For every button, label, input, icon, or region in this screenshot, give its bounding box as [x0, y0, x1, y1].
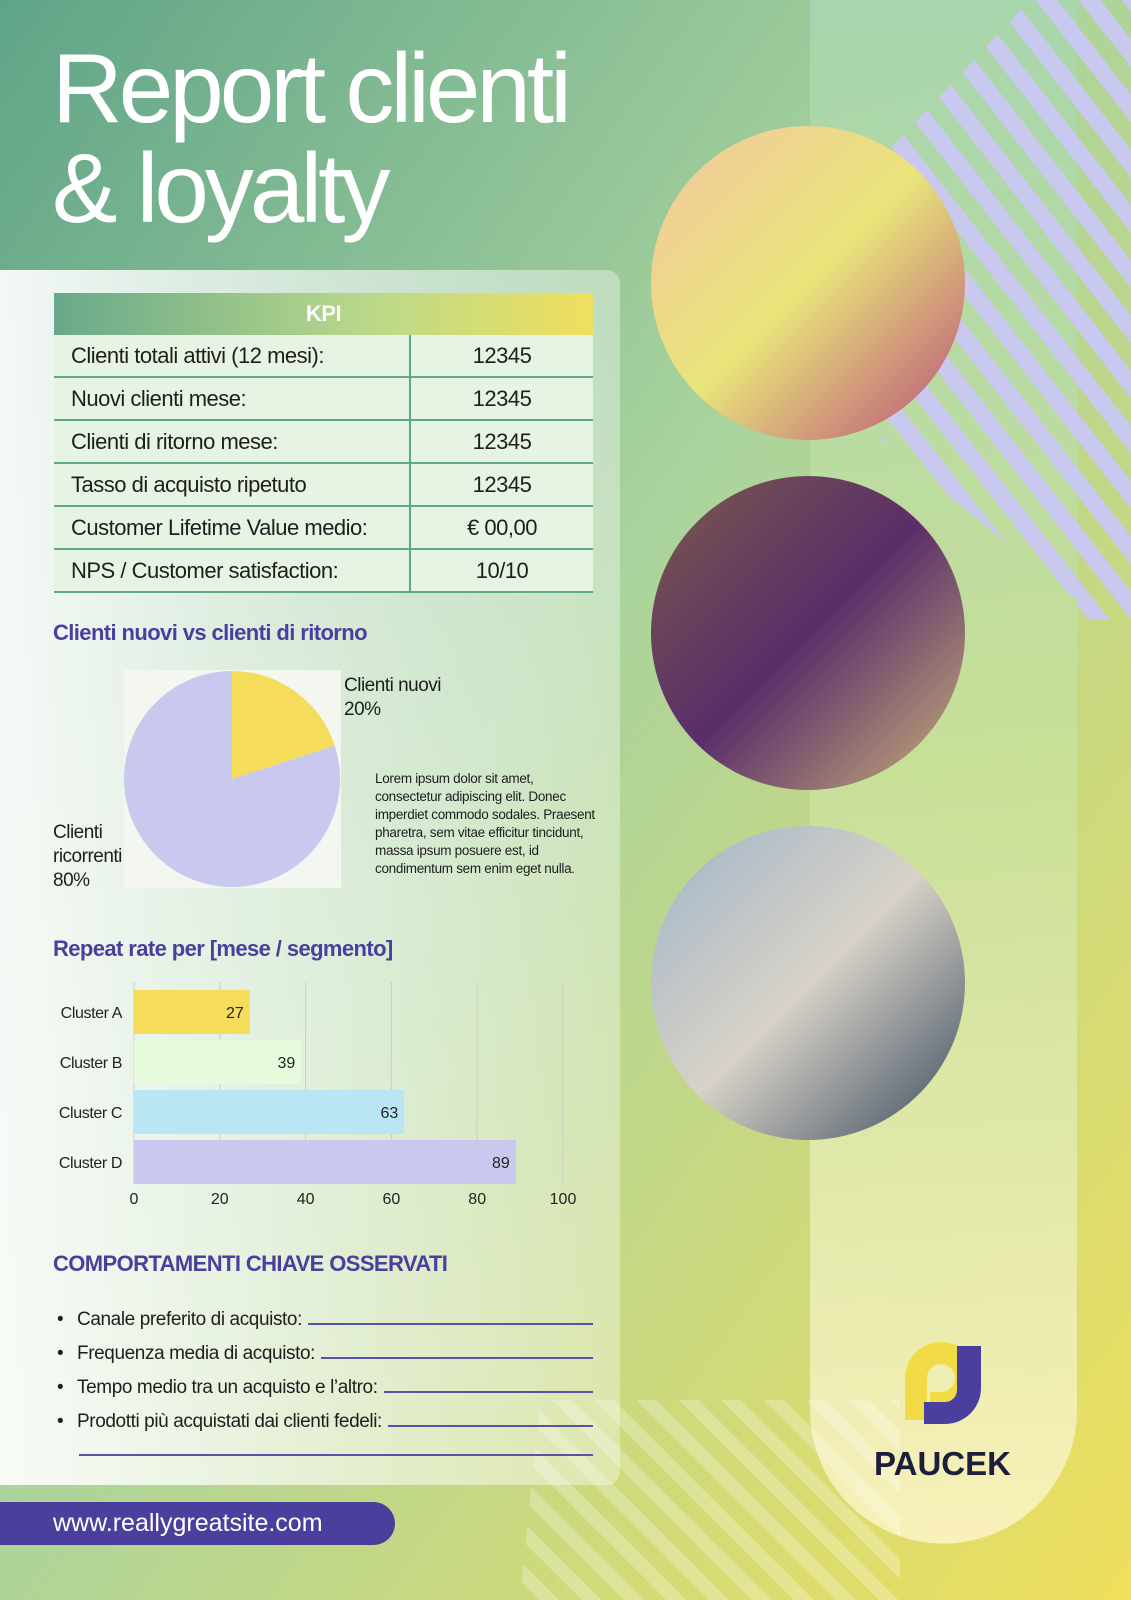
kpi-label: Customer Lifetime Value medio:: [54, 506, 411, 550]
blank-line: [79, 1454, 593, 1456]
pie-label: Clienti nuovi 20%: [344, 674, 464, 722]
behavior-text: Canale preferito di acquisto:: [77, 1309, 302, 1330]
kpi-value: 12345: [410, 463, 593, 507]
section-title: Repeat rate per [mese / segmento]: [53, 936, 393, 961]
kpi-row: Nuovi clienti mese: 12345: [54, 377, 593, 421]
bullet: •: [57, 1343, 64, 1364]
kpi-label: Nuovi clienti mese:: [54, 377, 411, 421]
bar: [134, 1040, 302, 1084]
pie-note: Lorem ipsum dolor sit amet, consectetur …: [375, 771, 595, 876]
y-tick-label: Cluster A: [61, 1005, 123, 1022]
x-tick-label: 60: [383, 1191, 401, 1208]
title-line: Report clienti: [52, 33, 572, 143]
behavior-item: • Prodotti più acquistati dai clienti fed…: [57, 1399, 593, 1433]
behavior-item: • Frequenza media di acquisto:: [57, 1331, 593, 1365]
title-line: & loyalty: [52, 133, 390, 243]
pie-slice: [123, 671, 340, 887]
bar: [134, 1140, 516, 1184]
y-tick-label: Cluster D: [59, 1155, 122, 1172]
data-label: 27: [226, 1005, 244, 1022]
logo-mark: [905, 1342, 981, 1424]
section-title: Clienti nuovi vs clienti di ritorno: [53, 620, 368, 645]
kpi-label: Tasso di acquisto ripetuto: [54, 463, 411, 507]
fill-line: [307, 1323, 593, 1325]
data-label: 89: [492, 1155, 510, 1172]
logo-name: PAUCEK: [874, 1445, 1011, 1482]
behavior-text: Prodotti più acquistati dai clienti fede…: [77, 1411, 382, 1432]
x-tick-label: 100: [550, 1191, 577, 1208]
pie-category: Clienti nuovi: [344, 675, 442, 696]
pie-value-label: 80%: [53, 870, 90, 891]
title: Report clienti & loyalty: [52, 33, 572, 243]
behavior-item: • Canale preferito di acquisto:: [57, 1297, 593, 1331]
fill-line: [387, 1425, 593, 1427]
kpi-row: Clienti di ritorno mese: 12345: [54, 420, 593, 464]
kpi-row: Tasso di acquisto ripetuto 12345: [54, 463, 593, 507]
pie-value-label: 20%: [344, 699, 381, 720]
kpi-value: 12345: [410, 335, 593, 378]
pie-category: Clienti ricorrenti: [53, 822, 122, 867]
bullet: •: [57, 1309, 64, 1330]
kpi-table: KPI Clienti totali attivi (12 mesi): 1234…: [54, 293, 593, 593]
website[interactable]: www.reallygreatsite.com: [53, 1509, 323, 1537]
bullet: •: [57, 1411, 64, 1432]
kpi-header: KPI: [54, 293, 593, 335]
photo: [651, 476, 965, 790]
photo: [651, 126, 965, 440]
data-label: 39: [278, 1055, 296, 1072]
kpi-value: 12345: [410, 377, 593, 421]
kpi-row: Clienti totali attivi (12 mesi): 12345: [54, 335, 593, 378]
kpi-value: € 00,00: [410, 506, 593, 550]
kpi-label: Clienti totali attivi (12 mesi):: [54, 335, 411, 378]
y-tick-label: Cluster B: [60, 1055, 122, 1072]
photo: [651, 826, 965, 1140]
behavior-item: • Tempo medio tra un acquisto e l’altro:: [57, 1365, 593, 1399]
behavior-list: • Canale preferito di acquisto: • Frequenza…: [57, 1297, 593, 1433]
pie-slice: [232, 671, 335, 779]
y-tick-label: Cluster C: [59, 1105, 122, 1122]
kpi-label: NPS / Customer satisfaction:: [54, 549, 411, 593]
kpi-value: 10/10: [410, 549, 593, 593]
pie-label: Clienti ricorrenti 80%: [53, 821, 133, 893]
kpi-row: NPS / Customer satisfaction: 10/10: [54, 549, 593, 593]
kpi-row: Customer Lifetime Value medio: € 00,00: [54, 506, 593, 550]
x-tick-label: 20: [211, 1191, 229, 1208]
data-label: 63: [380, 1105, 398, 1122]
bar: [134, 1090, 405, 1134]
x-tick-label: 80: [468, 1191, 486, 1208]
x-tick-label: 0: [130, 1191, 139, 1208]
bar: [134, 990, 250, 1034]
section-title: COMPORTAMENTI CHIAVE OSSERVATI: [53, 1251, 448, 1276]
kpi-value: 12345: [410, 420, 593, 464]
x-tick-label: 40: [297, 1191, 315, 1208]
bullet: •: [57, 1377, 64, 1398]
fill-line: [321, 1357, 593, 1359]
kpi-label: Clienti di ritorno mese:: [54, 420, 411, 464]
fill-line: [383, 1391, 593, 1393]
behavior-text: Frequenza media di acquisto:: [77, 1343, 316, 1364]
website-pill[interactable]: www.reallygreatsite.com: [0, 1502, 395, 1545]
behavior-text: Tempo medio tra un acquisto e l’altro:: [77, 1377, 378, 1398]
